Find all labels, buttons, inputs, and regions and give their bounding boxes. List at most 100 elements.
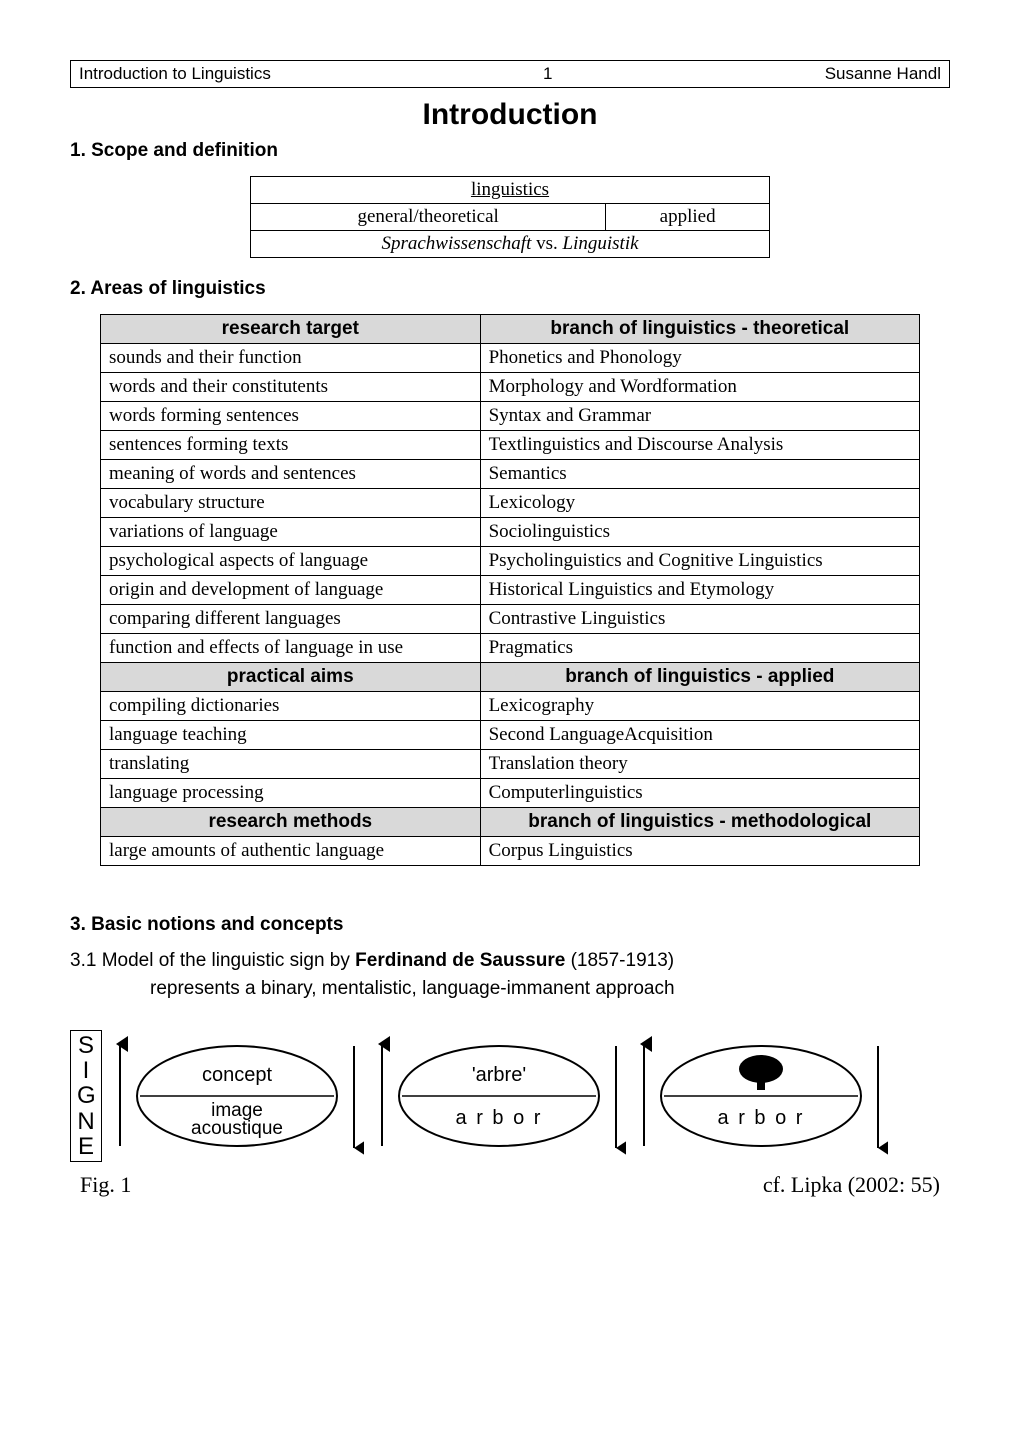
ellipse2-bottom: a r b o r <box>456 1107 543 1129</box>
signe-box: S I G N E <box>70 1030 102 1162</box>
section3-sub-bold: Ferdinand de Saussure <box>355 950 565 971</box>
table-header: branch of linguistics - methodological <box>480 808 919 837</box>
section3-indent: represents a binary, mentalistic, langua… <box>150 978 950 1000</box>
section2-heading: 2. Areas of linguistics <box>70 278 950 300</box>
table-cell: vocabulary structure <box>101 489 481 518</box>
diagram-caption: Fig. 1 cf. Lipka (2002: 55) <box>70 1172 950 1198</box>
table-cell: Historical Linguistics and Etymology <box>480 576 919 605</box>
table-header: branch of linguistics - applied <box>480 663 919 692</box>
table-cell: psychological aspects of language <box>101 547 481 576</box>
ellipse-group-2: 'arbre' a r b o r <box>372 1036 626 1156</box>
scope-top: linguistics <box>251 177 770 204</box>
table-cell: language teaching <box>101 721 481 750</box>
arrow-up-icon <box>634 1036 654 1156</box>
table-cell: Contrastive Linguistics <box>480 605 919 634</box>
ellipse1-b2: acoustique <box>191 1118 283 1139</box>
table-row: comparing different languagesContrastive… <box>101 605 920 634</box>
table-cell: words and their constitutents <box>101 373 481 402</box>
table-cell: compiling dictionaries <box>101 692 481 721</box>
table-cell: Second LanguageAcquisition <box>480 721 919 750</box>
signe-g: G <box>77 1083 95 1108</box>
table-header: research methods <box>101 808 481 837</box>
table-cell: origin and development of language <box>101 576 481 605</box>
table-cell: sentences forming texts <box>101 431 481 460</box>
scope-bottom: Sprachwissenschaft vs. Linguistik <box>251 231 770 258</box>
ellipse3-bottom: a r b o r <box>718 1107 805 1129</box>
table-row: large amounts of authentic languageCorpu… <box>101 837 920 866</box>
table-cell: Textlinguistics and Discourse Analysis <box>480 431 919 460</box>
table-row: variations of languageSociolinguistics <box>101 518 920 547</box>
table-row: psychological aspects of languagePsychol… <box>101 547 920 576</box>
table-cell: sounds and their function <box>101 344 481 373</box>
table-cell: Pragmatics <box>480 634 919 663</box>
section3-sub-pre: 3.1 Model of the linguistic sign by <box>70 950 355 971</box>
caption-right: cf. Lipka (2002: 55) <box>763 1172 940 1198</box>
ellipse-1: concept image acoustique <box>132 1036 342 1156</box>
scope-table: linguistics general/theoretical applied … <box>250 176 770 258</box>
ellipse-3: a r b o r <box>656 1036 866 1156</box>
ellipse-2: 'arbre' a r b o r <box>394 1036 604 1156</box>
table-row: translatingTranslation theory <box>101 750 920 779</box>
table-cell: Lexicology <box>480 489 919 518</box>
arrow-down-icon <box>868 1036 888 1156</box>
table-cell: translating <box>101 750 481 779</box>
scope-bottom-vs: vs. <box>531 233 562 254</box>
ellipse2-top: 'arbre' <box>472 1064 526 1086</box>
header-center: 1 <box>543 64 552 84</box>
header-left: Introduction to Linguistics <box>79 64 271 84</box>
page-header: Introduction to Linguistics 1 Susanne Ha… <box>70 60 950 88</box>
scope-bottom-b: Linguistik <box>563 233 639 254</box>
ellipse1-top: concept <box>202 1064 272 1086</box>
table-cell: Sociolinguistics <box>480 518 919 547</box>
table-row: compiling dictionariesLexicography <box>101 692 920 721</box>
table-row: language processingComputerlinguistics <box>101 779 920 808</box>
table-cell: Phonetics and Phonology <box>480 344 919 373</box>
table-row: meaning of words and sentencesSemantics <box>101 460 920 489</box>
arrow-up-icon <box>372 1036 392 1156</box>
table-header: branch of linguistics - theoretical <box>480 315 919 344</box>
header-right: Susanne Handl <box>825 64 941 84</box>
caption-left: Fig. 1 <box>80 1172 131 1198</box>
arrow-down-icon <box>344 1036 364 1156</box>
table-header: practical aims <box>101 663 481 692</box>
ellipse-group-1: concept image acoustique <box>110 1036 364 1156</box>
section3-sub: 3.1 Model of the linguistic sign by Ferd… <box>70 950 950 972</box>
signe-s: S <box>77 1033 95 1058</box>
table-header: research target <box>101 315 481 344</box>
arrow-up-icon <box>110 1036 130 1156</box>
ellipse-group-3: a r b o r <box>634 1036 888 1156</box>
table-cell: variations of language <box>101 518 481 547</box>
table-cell: Semantics <box>480 460 919 489</box>
table-cell: Lexicography <box>480 692 919 721</box>
table-row: function and effects of language in useP… <box>101 634 920 663</box>
table-cell: comparing different languages <box>101 605 481 634</box>
table-row: words and their constitutentsMorphology … <box>101 373 920 402</box>
section3-heading: 3. Basic notions and concepts <box>70 914 950 936</box>
table-row: vocabulary structureLexicology <box>101 489 920 518</box>
table-cell: language processing <box>101 779 481 808</box>
table-cell: Computerlinguistics <box>480 779 919 808</box>
saussure-diagram: S I G N E concept image acoustique <box>70 1030 950 1162</box>
table-cell: Corpus Linguistics <box>480 837 919 866</box>
table-cell: meaning of words and sentences <box>101 460 481 489</box>
signe-e: E <box>77 1134 95 1159</box>
table-cell: Syntax and Grammar <box>480 402 919 431</box>
signe-i: I <box>77 1058 95 1083</box>
section3-sub-post: (1857-1913) <box>565 950 674 971</box>
table-cell: function and effects of language in use <box>101 634 481 663</box>
table-row: sounds and their functionPhonetics and P… <box>101 344 920 373</box>
section1-heading: 1. Scope and definition <box>70 140 950 162</box>
table-cell: large amounts of authentic language <box>101 837 481 866</box>
table-cell: Morphology and Wordformation <box>480 373 919 402</box>
scope-right: applied <box>606 204 770 231</box>
arrow-down-icon <box>606 1036 626 1156</box>
table-cell: words forming sentences <box>101 402 481 431</box>
table-cell: Psycholinguistics and Cognitive Linguist… <box>480 547 919 576</box>
table-cell: Translation theory <box>480 750 919 779</box>
scope-left: general/theoretical <box>251 204 606 231</box>
table-row: sentences forming textsTextlinguistics a… <box>101 431 920 460</box>
areas-table: research targetbranch of linguistics - t… <box>100 314 920 866</box>
table-row: words forming sentencesSyntax and Gramma… <box>101 402 920 431</box>
table-row: origin and development of languageHistor… <box>101 576 920 605</box>
page-title: Introduction <box>70 98 950 132</box>
